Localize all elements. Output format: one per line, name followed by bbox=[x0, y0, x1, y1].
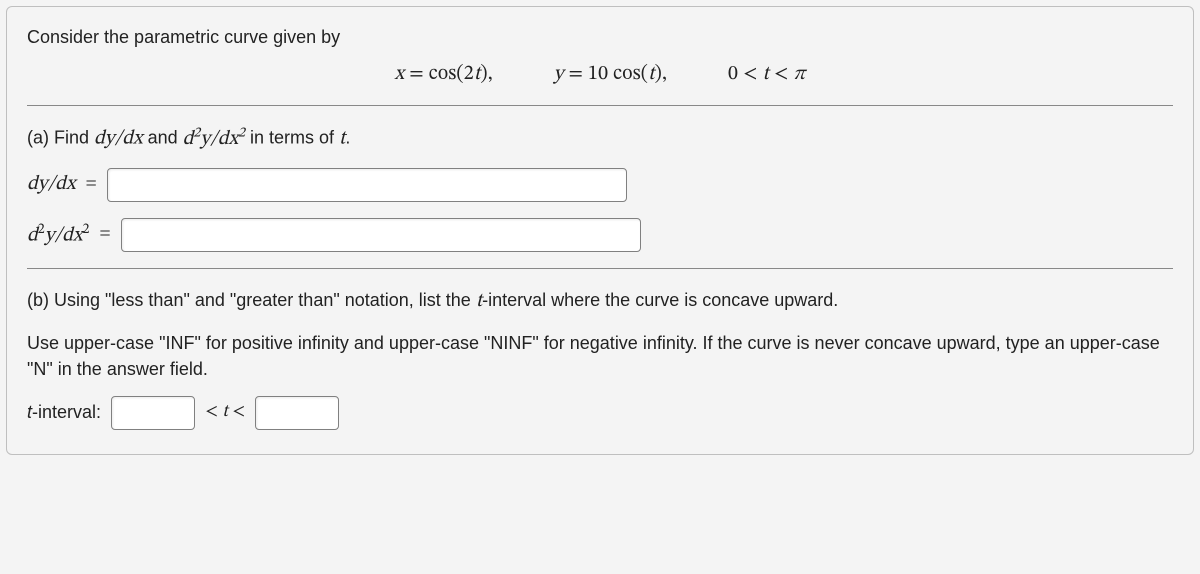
t-interval-lower-input[interactable] bbox=[111, 396, 195, 430]
part-a-prompt: (a) Find dy/dx and d2y/dx2 in terms of t… bbox=[27, 124, 1173, 152]
pb-l1a: (b) Using "less than" and "greater than"… bbox=[27, 290, 476, 310]
t-interval-row: t-interval: < t < bbox=[27, 396, 1173, 430]
d2y-dx2-label: d2y/dx2 bbox=[27, 221, 89, 249]
d2y-dx2-row: d2y/dx2 = bbox=[27, 218, 1173, 252]
pb-l1b: -interval where the curve is concave upw… bbox=[482, 290, 838, 310]
dy-dx-label: dy/dx bbox=[27, 172, 76, 197]
d2y-dx2-input[interactable] bbox=[121, 218, 641, 252]
question-panel: Consider the parametric curve given by x… bbox=[6, 6, 1194, 455]
lt-t-lt: < t < bbox=[205, 401, 245, 424]
part-b-line2: Use upper-case "INF" for positive infini… bbox=[27, 330, 1173, 382]
pa-suffix: in terms of bbox=[245, 128, 339, 148]
t-interval-upper-input[interactable] bbox=[255, 396, 339, 430]
divider-2 bbox=[27, 268, 1173, 269]
pa-and: and bbox=[143, 128, 183, 148]
dy-dx-input[interactable] bbox=[107, 168, 627, 202]
equals-1: = bbox=[86, 173, 97, 196]
intro-text: Consider the parametric curve given by bbox=[27, 27, 1173, 48]
dy-dx-row: dy/dx = bbox=[27, 168, 1173, 202]
divider-1 bbox=[27, 105, 1173, 106]
part-b-line1: (b) Using "less than" and "greater than"… bbox=[27, 287, 1173, 316]
equals-2: = bbox=[99, 223, 110, 246]
pa-prefix: (a) Find bbox=[27, 128, 94, 148]
part-b: (b) Using "less than" and "greater than"… bbox=[27, 287, 1173, 430]
pa-dot: . bbox=[345, 128, 350, 148]
t-interval-label: t-interval: bbox=[27, 402, 101, 423]
parametric-equations: x = cos(2t), y = 10 cos(t), 0 < t < π bbox=[27, 62, 1173, 87]
